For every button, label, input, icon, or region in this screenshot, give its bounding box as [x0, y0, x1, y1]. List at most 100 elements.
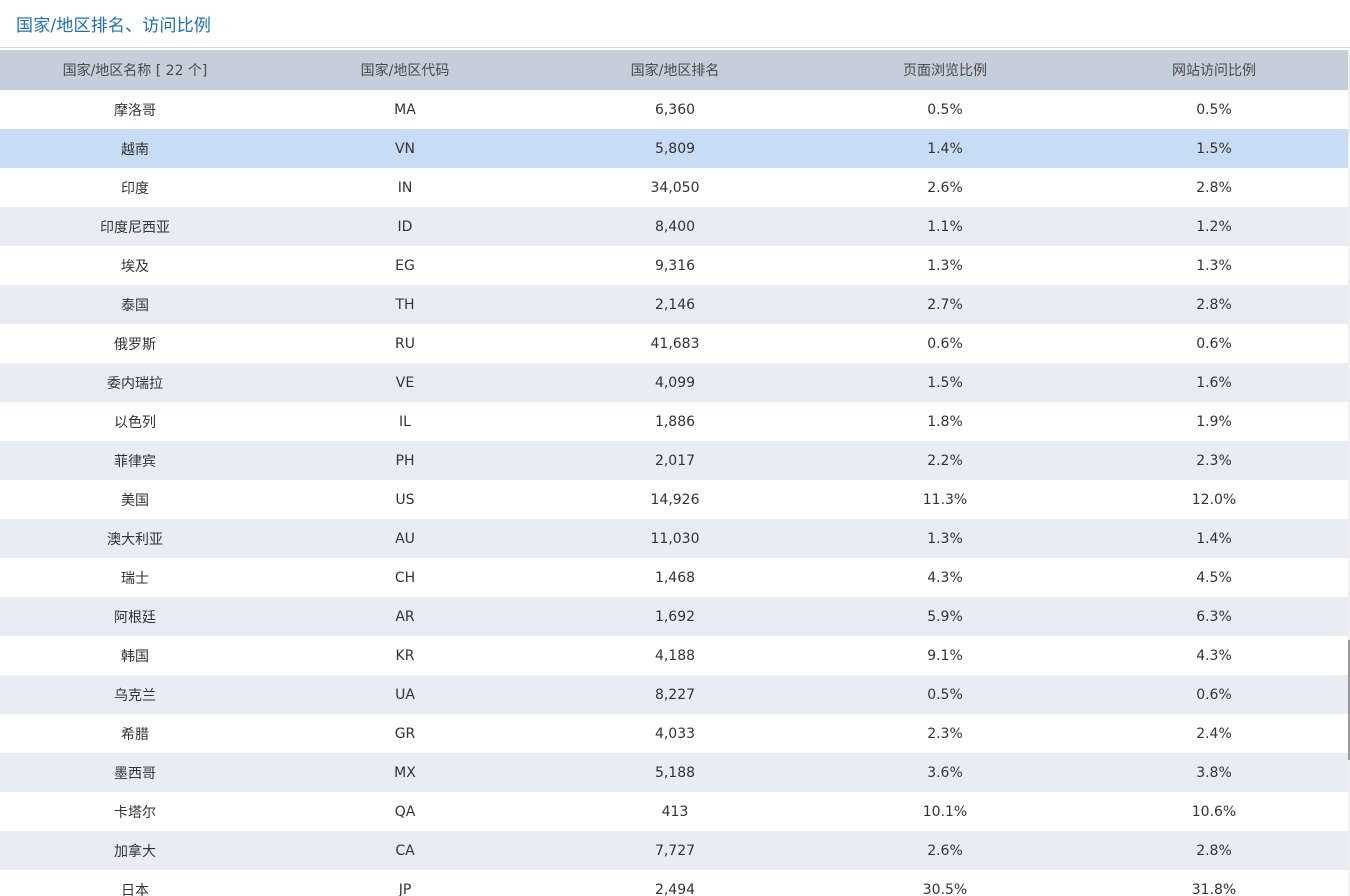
table-header-row: 国家/地区名称 [ 22 个] 国家/地区代码 国家/地区排名 页面浏览比例 网… [0, 50, 1348, 90]
cell-pageview-ratio: 1.8% [927, 413, 963, 430]
scrollbar-thumb[interactable] [1348, 640, 1350, 760]
cell-country-rank: 4,188 [654, 647, 696, 664]
cell-pageview-ratio: 0.5% [927, 101, 963, 118]
vertical-scrollbar[interactable] [1348, 50, 1350, 896]
cell-pageview-ratio: 10.1% [922, 803, 968, 820]
cell-country-rank: 1,468 [654, 569, 696, 586]
column-header-country-code[interactable]: 国家/地区代码 [270, 50, 540, 90]
cell-visit-ratio: 0.6% [1080, 675, 1348, 714]
cell-country-name: 以色列 [114, 414, 156, 431]
column-header-visit-ratio[interactable]: 网站访问比例 [1080, 50, 1348, 90]
cell-country-code: JP [398, 881, 412, 896]
cell-visit-ratio: 0.6% [1196, 335, 1232, 352]
cell-country-rank: 14,926 [650, 491, 700, 508]
cell-country-code: GR [394, 725, 416, 742]
cell-pageview-ratio: 2.6% [810, 831, 1080, 870]
cell-country-rank: 11,030 [540, 519, 810, 558]
cell-country-rank: 4,099 [540, 363, 810, 402]
cell-visit-ratio: 1.3% [1196, 257, 1232, 274]
column-header-country-name[interactable]: 国家/地区名称 [ 22 个] [0, 50, 270, 90]
cell-country-code: IL [399, 413, 411, 430]
cell-visit-ratio: 2.8% [1080, 285, 1348, 324]
cell-visit-ratio: 6.3% [1080, 597, 1348, 636]
cell-visit-ratio: 1.4% [1080, 519, 1348, 558]
table-row[interactable]: 印度 IN 34,050 2.6% 2.8% [0, 168, 1348, 207]
cell-country-code: MX [270, 753, 540, 792]
cell-country-code: US [395, 491, 415, 508]
cell-country-rank: 8,227 [540, 675, 810, 714]
table-row[interactable]: 日本 JP 2,494 30.5% 31.8% [0, 870, 1348, 896]
table-row[interactable]: 委内瑞拉 VE 4,099 1.5% 1.6% [0, 363, 1348, 402]
cell-pageview-ratio: 2.7% [810, 285, 1080, 324]
cell-pageview-ratio: 1.5% [810, 363, 1080, 402]
cell-country-name: 阿根廷 [0, 597, 270, 636]
cell-visit-ratio: 31.8% [1191, 881, 1237, 896]
table-row[interactable]: 俄罗斯 RU 41,683 0.6% 0.6% [0, 324, 1348, 363]
cell-pageview-ratio: 1.3% [927, 257, 963, 274]
table-container[interactable]: 国家/地区名称 [ 22 个] 国家/地区代码 国家/地区排名 页面浏览比例 网… [0, 50, 1348, 896]
cell-country-code: VE [270, 363, 540, 402]
cell-pageview-ratio: 2.6% [927, 179, 963, 196]
cell-country-rank: 1,692 [540, 597, 810, 636]
cell-country-code: IN [397, 179, 413, 196]
table-row[interactable]: 泰国 TH 2,146 2.7% 2.8% [0, 285, 1348, 324]
cell-country-name: 越南 [0, 129, 270, 168]
cell-pageview-ratio: 1.1% [810, 207, 1080, 246]
cell-visit-ratio: 2.8% [1080, 831, 1348, 870]
cell-pageview-ratio: 9.1% [927, 647, 963, 664]
cell-country-rank: 8,400 [540, 207, 810, 246]
table-row[interactable]: 美国 US 14,926 11.3% 12.0% [0, 480, 1348, 519]
table-row[interactable]: 以色列 IL 1,886 1.8% 1.9% [0, 402, 1348, 441]
cell-country-rank: 1,886 [654, 413, 696, 430]
table-row[interactable]: 墨西哥 MX 5,188 3.6% 3.8% [0, 753, 1348, 792]
table-row[interactable]: 韩国 KR 4,188 9.1% 4.3% [0, 636, 1348, 675]
cell-country-rank: 5,188 [540, 753, 810, 792]
country-rank-table: 国家/地区名称 [ 22 个] 国家/地区代码 国家/地区排名 页面浏览比例 网… [0, 50, 1348, 896]
table-row[interactable]: 澳大利亚 AU 11,030 1.3% 1.4% [0, 519, 1348, 558]
cell-visit-ratio: 2.4% [1196, 725, 1232, 742]
page-title: 国家/地区排名、访问比例 [16, 16, 212, 36]
table-row[interactable]: 希腊 GR 4,033 2.3% 2.4% [0, 714, 1348, 753]
table-row[interactable]: 摩洛哥 MA 6,360 0.5% 0.5% [0, 90, 1348, 129]
cell-country-code: PH [270, 441, 540, 480]
cell-country-name: 加拿大 [0, 831, 270, 870]
cell-pageview-ratio: 0.5% [810, 675, 1080, 714]
cell-country-name: 泰国 [0, 285, 270, 324]
cell-country-code: KR [395, 647, 415, 664]
cell-country-rank: 41,683 [650, 335, 700, 352]
table-row[interactable]: 瑞士 CH 1,468 4.3% 4.5% [0, 558, 1348, 597]
table-row[interactable]: 越南 VN 5,809 1.4% 1.5% [0, 129, 1348, 168]
cell-country-name: 印度尼西亚 [0, 207, 270, 246]
table-row[interactable]: 卡塔尔 QA 413 10.1% 10.6% [0, 792, 1348, 831]
cell-country-rank: 34,050 [650, 179, 700, 196]
cell-country-name: 韩国 [121, 648, 149, 665]
cell-country-name: 菲律宾 [0, 441, 270, 480]
cell-country-code: UA [270, 675, 540, 714]
cell-pageview-ratio: 30.5% [922, 881, 968, 896]
cell-country-rank: 6,360 [654, 101, 696, 118]
cell-country-code: TH [270, 285, 540, 324]
table-row[interactable]: 阿根廷 AR 1,692 5.9% 6.3% [0, 597, 1348, 636]
table-body: 摩洛哥 MA 6,360 0.5% 0.5% 越南 VN 5,809 1.4% 1.5% 印度 IN 3… [0, 90, 1348, 896]
cell-visit-ratio: 2.3% [1080, 441, 1348, 480]
table-row[interactable]: 印度尼西亚 ID 8,400 1.1% 1.2% [0, 207, 1348, 246]
cell-visit-ratio: 2.8% [1196, 179, 1232, 196]
table-row[interactable]: 菲律宾 PH 2,017 2.2% 2.3% [0, 441, 1348, 480]
cell-country-name: 印度 [121, 180, 149, 197]
table-row[interactable]: 埃及 EG 9,316 1.3% 1.3% [0, 246, 1348, 285]
table-row[interactable]: 乌克兰 UA 8,227 0.5% 0.6% [0, 675, 1348, 714]
cell-country-code: CH [394, 569, 416, 586]
cell-country-name: 乌克兰 [0, 675, 270, 714]
cell-pageview-ratio: 1.4% [810, 129, 1080, 168]
cell-visit-ratio: 3.8% [1080, 753, 1348, 792]
column-header-pageview-ratio[interactable]: 页面浏览比例 [810, 50, 1080, 90]
cell-country-code: QA [394, 803, 416, 820]
cell-country-code: ID [270, 207, 540, 246]
cell-country-code: AU [270, 519, 540, 558]
table-row[interactable]: 加拿大 CA 7,727 2.6% 2.8% [0, 831, 1348, 870]
cell-country-rank: 413 [661, 803, 689, 820]
column-header-country-rank[interactable]: 国家/地区排名 [540, 50, 810, 90]
cell-pageview-ratio: 1.3% [810, 519, 1080, 558]
title-bar: 国家/地区排名、访问比例 [0, 0, 1350, 48]
